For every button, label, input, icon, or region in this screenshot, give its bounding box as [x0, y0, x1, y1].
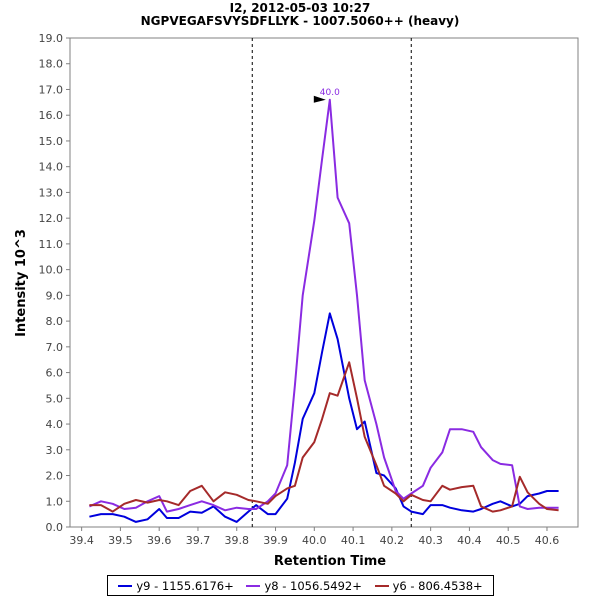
x-tick-label: 39.9 [263, 534, 288, 547]
y-tick-label: 18.0 [39, 58, 64, 71]
y-tick-label: 12.0 [39, 212, 64, 225]
legend-item-y9: y9 - 1155.6176+ [118, 578, 234, 593]
series-line-y8 [88, 98, 559, 513]
legend-swatch-y8 [246, 584, 261, 587]
y-tick-label: 5.0 [46, 392, 64, 405]
y-tick-label: 17.0 [39, 83, 64, 96]
legend-label-y6: y6 - 806.4538+ [392, 578, 483, 593]
x-axis-label: Retention Time [274, 554, 386, 569]
x-tick-label: 39.6 [147, 534, 172, 547]
series-line-y6 [89, 361, 559, 513]
y-tick-label: 11.0 [39, 238, 64, 251]
y-tick-label: 7.0 [46, 341, 64, 354]
x-tick-label: 39.5 [108, 534, 133, 547]
x-tick-label: 39.7 [186, 534, 211, 547]
chart-subtitle: NGPVEGAFSVYSDFLLYK - 1007.5060++ (heavy) [141, 14, 460, 28]
y-tick-label: 8.0 [46, 315, 64, 328]
legend-swatch-y6 [374, 584, 389, 587]
legend-swatch-y9 [118, 584, 133, 587]
x-tick-label: 40.1 [341, 534, 366, 547]
x-tick-label: 39.8 [224, 534, 249, 547]
y-tick-label: 16.0 [39, 109, 64, 122]
y-tick-label: 10.0 [39, 264, 64, 277]
x-tick-label: 40.0 [302, 534, 327, 547]
peak-arrow-icon [313, 95, 326, 103]
y-tick-label: 19.0 [39, 32, 64, 45]
x-tick-label: 39.4 [69, 534, 94, 547]
x-tick-label: 40.4 [457, 534, 482, 547]
y-tick-label: 1.0 [46, 495, 64, 508]
y-tick-label: 9.0 [46, 289, 64, 302]
x-tick-label: 40.2 [380, 534, 405, 547]
legend-item-y8: y8 - 1056.5492+ [246, 578, 362, 593]
y-tick-label: 15.0 [39, 135, 64, 148]
legend: y9 - 1155.6176+ y8 - 1056.5492+ y6 - 806… [107, 575, 494, 596]
y-tick-label: 0.0 [46, 521, 64, 534]
y-tick-label: 2.0 [46, 470, 64, 483]
peak-label: 40.0 [320, 88, 340, 98]
chart-title: I2, 2012-05-03 10:27 [230, 1, 371, 15]
y-tick-label: 4.0 [46, 418, 64, 431]
x-tick-label: 40.3 [418, 534, 443, 547]
y-tick-label: 13.0 [39, 186, 64, 199]
x-tick-label: 40.6 [535, 534, 560, 547]
x-tick-label: 40.5 [496, 534, 521, 547]
y-tick-label: 3.0 [46, 444, 64, 457]
y-tick-label: 6.0 [46, 367, 64, 380]
plot-area [69, 37, 579, 528]
legend-label-y9: y9 - 1155.6176+ [136, 578, 234, 593]
y-axis-label: Intensity 10^3 [14, 229, 29, 337]
legend-item-y6: y6 - 806.4538+ [374, 578, 483, 593]
y-tick-label: 14.0 [39, 161, 64, 174]
legend-label-y8: y8 - 1056.5492+ [264, 578, 362, 593]
